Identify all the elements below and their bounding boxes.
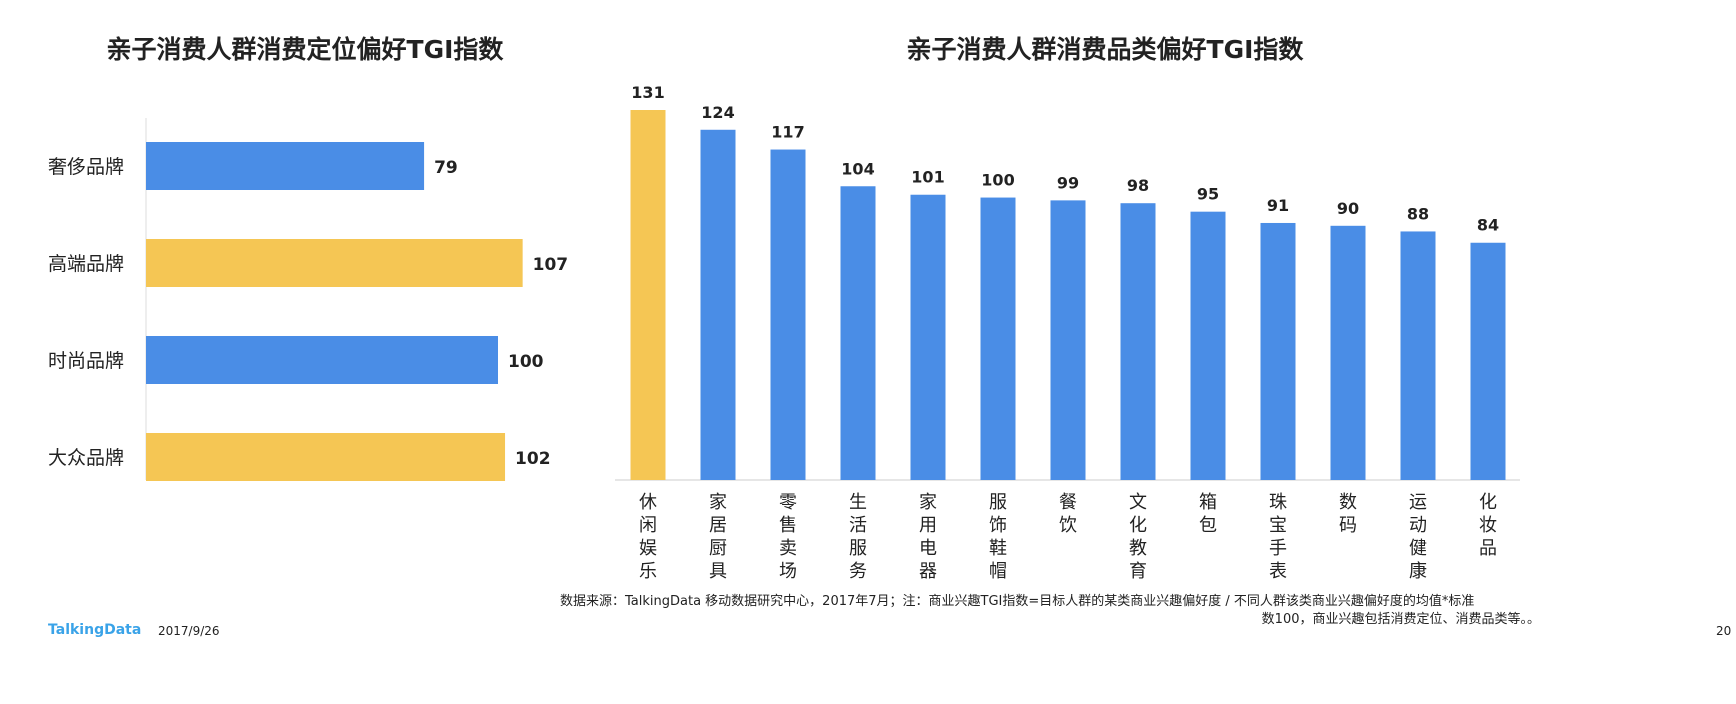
right-bar bbox=[1400, 231, 1436, 480]
right-category-label: 珠 bbox=[1269, 492, 1287, 513]
right-category-label: 器 bbox=[919, 561, 937, 582]
right-category-label: 具 bbox=[709, 561, 727, 582]
right-category-label: 厨 bbox=[709, 538, 727, 559]
right-category-label: 服 bbox=[989, 492, 1007, 513]
right-category-label: 鞋 bbox=[989, 538, 1007, 559]
left-bar-value: 79 bbox=[434, 158, 458, 178]
right-category-label: 娱 bbox=[639, 538, 657, 559]
right-category-label: 运 bbox=[1409, 492, 1427, 513]
right-category-label: 动 bbox=[1409, 515, 1427, 536]
right-category-label: 场 bbox=[779, 561, 797, 582]
right-bar bbox=[910, 194, 946, 480]
right-category-label: 化 bbox=[1129, 515, 1147, 536]
left-category-label: 时尚品牌 bbox=[48, 350, 124, 372]
right-chart-title: 亲子消费人群消费品类偏好TGI指数 bbox=[906, 35, 1304, 64]
left-bar bbox=[146, 433, 506, 481]
right-category-label: 码 bbox=[1339, 515, 1357, 536]
right-bar bbox=[770, 149, 806, 480]
right-category-label: 手 bbox=[1269, 538, 1287, 559]
left-category-label: 大众品牌 bbox=[48, 447, 124, 469]
right-bar-value: 90 bbox=[1337, 199, 1359, 218]
right-category-label: 品 bbox=[1479, 538, 1497, 559]
right-bar-value: 117 bbox=[771, 123, 804, 142]
right-bar-value: 98 bbox=[1127, 176, 1149, 195]
right-bar-value: 88 bbox=[1407, 204, 1429, 223]
right-bar-value: 104 bbox=[841, 159, 874, 178]
right-category-label: 箱 bbox=[1199, 492, 1217, 513]
right-category-label: 文 bbox=[1129, 492, 1147, 513]
right-category-label: 务 bbox=[849, 561, 867, 582]
right-category-label: 帽 bbox=[989, 561, 1007, 582]
right-category-label: 饮 bbox=[1059, 515, 1077, 536]
talkingdata-logo: TalkingData bbox=[48, 622, 142, 638]
right-bar-value: 99 bbox=[1057, 173, 1079, 192]
right-bar bbox=[1470, 242, 1506, 480]
left-bar bbox=[146, 336, 498, 384]
right-category-label: 活 bbox=[849, 515, 867, 536]
left-bar bbox=[146, 142, 425, 190]
right-bar bbox=[630, 110, 666, 480]
right-category-label: 包 bbox=[1199, 515, 1217, 536]
right-category-label: 乐 bbox=[639, 561, 657, 582]
right-category-label: 生 bbox=[849, 492, 867, 513]
right-bar-value: 124 bbox=[701, 103, 734, 122]
right-category-label: 家 bbox=[709, 492, 727, 513]
right-bar-value: 91 bbox=[1267, 196, 1289, 215]
right-bar bbox=[980, 197, 1016, 480]
right-category-label: 化 bbox=[1479, 492, 1497, 513]
right-category-label: 零 bbox=[779, 492, 797, 513]
right-category-label: 饰 bbox=[989, 515, 1007, 536]
left-bar bbox=[146, 239, 523, 287]
left-bar-value: 100 bbox=[508, 352, 544, 372]
right-category-label: 表 bbox=[1269, 561, 1287, 582]
right-bar bbox=[1330, 225, 1366, 480]
source-note-line1: 数据来源：TalkingData 移动数据研究中心，2017年7月；注：商业兴趣… bbox=[560, 594, 1475, 609]
right-bar bbox=[700, 129, 736, 480]
right-bar-value: 95 bbox=[1197, 185, 1219, 204]
right-category-label: 居 bbox=[709, 515, 727, 536]
left-bar-value: 102 bbox=[515, 449, 551, 469]
page-number: 20 bbox=[1716, 624, 1732, 638]
right-category-label: 餐 bbox=[1059, 492, 1077, 513]
right-bar-value: 84 bbox=[1477, 216, 1499, 235]
right-bar-value: 101 bbox=[911, 168, 944, 187]
right-bar bbox=[840, 186, 876, 481]
date: 2017/9/26 bbox=[158, 624, 220, 638]
right-category-label: 售 bbox=[779, 515, 797, 536]
source-note-line2: 数100，商业兴趣包括消费定位、消费品类等。。 bbox=[1261, 612, 1540, 627]
left-category-label: 奢侈品牌 bbox=[48, 156, 124, 178]
right-category-label: 妆 bbox=[1479, 515, 1497, 536]
right-category-label: 健 bbox=[1409, 538, 1427, 559]
right-category-label: 育 bbox=[1129, 561, 1147, 582]
right-category-label: 数 bbox=[1339, 492, 1357, 513]
right-bar-value: 131 bbox=[631, 83, 664, 102]
right-category-label: 闲 bbox=[639, 515, 657, 536]
right-bar bbox=[1120, 203, 1156, 480]
right-category-label: 康 bbox=[1409, 561, 1427, 582]
left-category-label: 高端品牌 bbox=[48, 253, 124, 275]
right-bar-value: 100 bbox=[981, 171, 1014, 190]
right-category-label: 教 bbox=[1129, 538, 1147, 559]
right-bar bbox=[1050, 200, 1086, 480]
right-category-label: 服 bbox=[849, 538, 867, 559]
right-bar bbox=[1260, 222, 1296, 480]
right-bar bbox=[1190, 211, 1226, 480]
right-category-label: 宝 bbox=[1269, 515, 1287, 536]
right-category-label: 卖 bbox=[779, 538, 797, 559]
right-category-label: 电 bbox=[919, 538, 937, 559]
left-chart-title: 亲子消费人群消费定位偏好TGI指数 bbox=[106, 35, 504, 64]
right-category-label: 休 bbox=[639, 492, 657, 513]
right-category-label: 家 bbox=[919, 492, 937, 513]
left-bar-value: 107 bbox=[533, 255, 569, 275]
right-category-label: 用 bbox=[919, 515, 937, 536]
